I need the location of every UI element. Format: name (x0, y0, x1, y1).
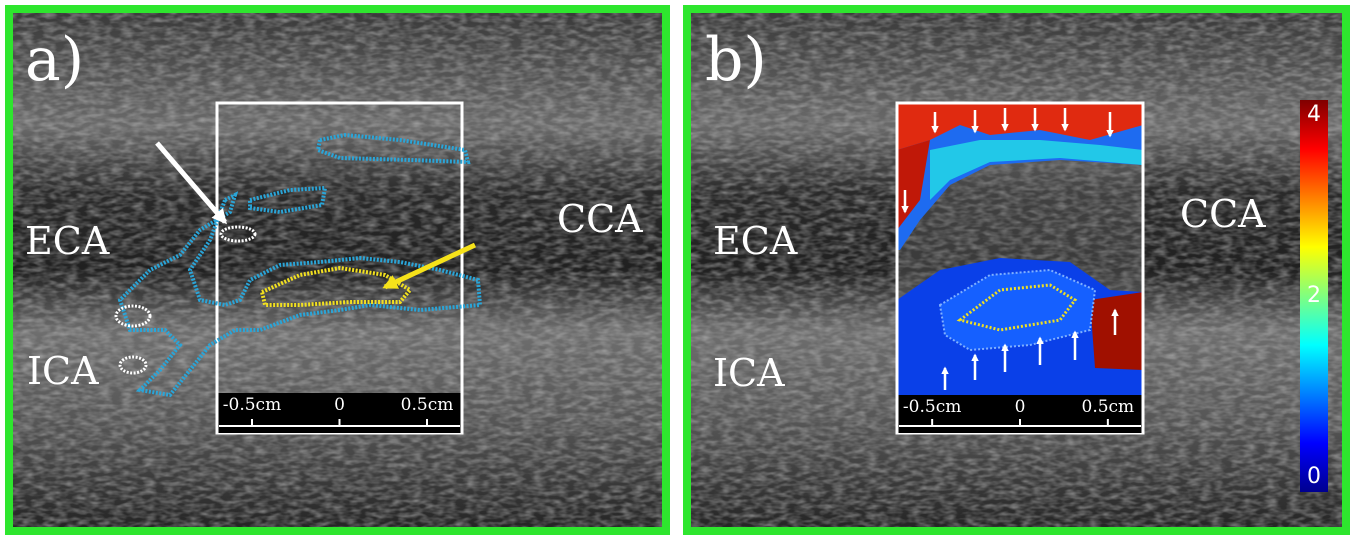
scale-label: 0.5cm (401, 395, 454, 415)
scale-label: 0 (1015, 397, 1026, 417)
vessel-label: ECA (713, 219, 798, 263)
colorbar-label: 2 (1307, 283, 1321, 308)
strain-map (897, 103, 1143, 433)
panel-b (683, 5, 1350, 535)
vessel-label: ICA (713, 351, 785, 395)
vessel-label: ICA (27, 349, 99, 393)
scale-label: 0.5cm (1082, 397, 1135, 417)
speckle (13, 13, 662, 527)
vessel-label: CCA (557, 197, 643, 241)
panel-label: a) (25, 25, 84, 95)
vessel-label: CCA (1180, 192, 1266, 236)
panel-a (5, 5, 670, 535)
scale-label: -0.5cm (223, 395, 281, 415)
vessel-label: ECA (25, 219, 110, 263)
colorbar-label: 0 (1307, 464, 1321, 489)
scale-label: -0.5cm (903, 397, 961, 417)
figure: a) ECA CCA ICA -0.5cm 0 0.5cm b) ECA CCA ICA -0.5cm… (0, 0, 1355, 540)
colorbar-label: 4 (1307, 102, 1321, 127)
scale-label: 0 (334, 395, 345, 415)
panel-label: b) (705, 25, 767, 95)
